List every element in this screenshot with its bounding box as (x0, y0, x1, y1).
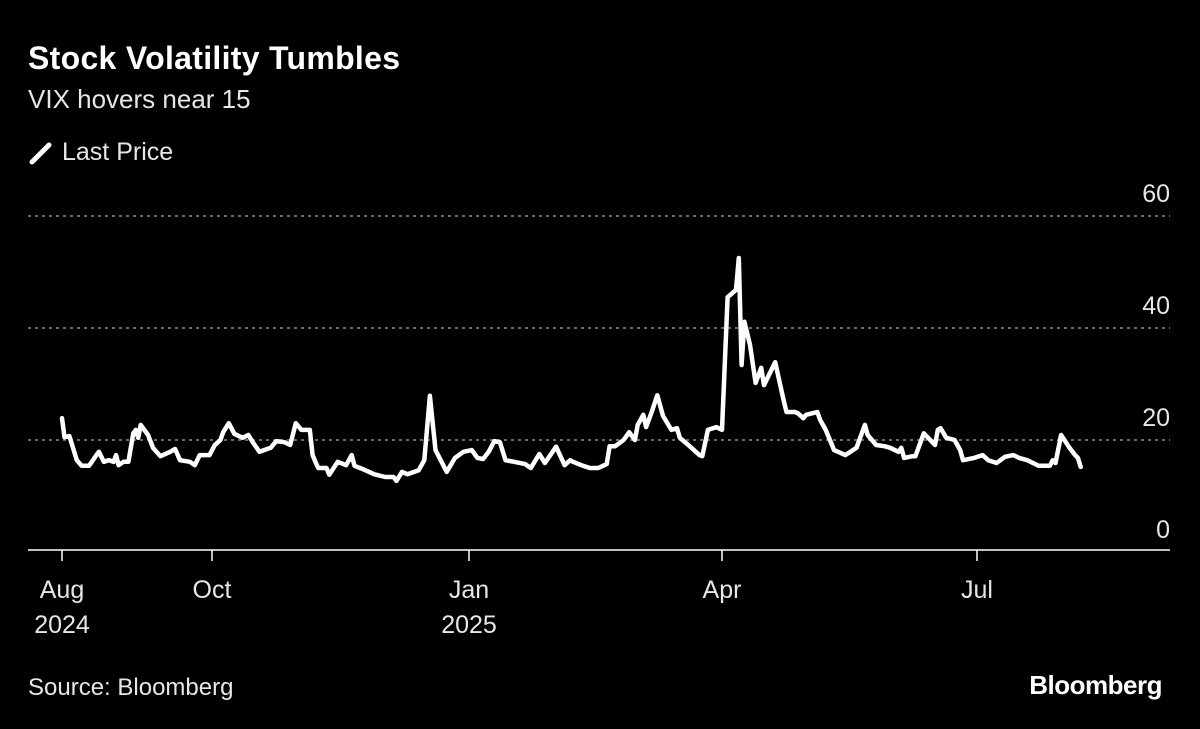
bloomberg-logo: Bloomberg (1029, 670, 1162, 700)
legend: Last Price (28, 138, 173, 167)
source-note: Source: Bloomberg (28, 674, 234, 701)
legend-label: Last Price (62, 138, 174, 166)
y-tick-label: 0 (1156, 516, 1170, 544)
chart-subtitle: VIX hovers near 15 (28, 84, 251, 114)
chart-title: Stock Volatility Tumbles (28, 40, 401, 76)
x-tick-label: Jan (449, 576, 489, 604)
y-tick-label: 40 (1142, 292, 1170, 320)
x-tick-label: Apr (703, 576, 742, 604)
slash-line-icon (29, 142, 52, 164)
x-tick-sublabel: 2024 (34, 611, 90, 639)
x-tick-sublabel: 2025 (441, 611, 497, 639)
series-line-last-price (59, 255, 1083, 484)
y-tick-label: 60 (1142, 180, 1170, 208)
y-tick-label: 20 (1142, 404, 1170, 432)
x-tick-label: Jul (961, 576, 993, 604)
x-tick-label: Aug (40, 576, 84, 604)
x-tick-label: Oct (193, 576, 232, 604)
